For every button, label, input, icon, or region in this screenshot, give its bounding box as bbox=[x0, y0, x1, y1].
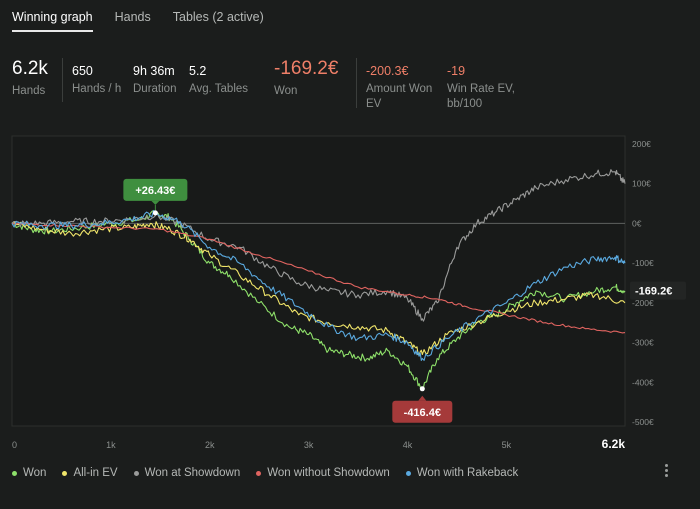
legend-item-won-at-showdown[interactable]: Won at Showdown bbox=[133, 467, 241, 479]
stat-amount-won-ev-value: -200.3€ bbox=[366, 64, 409, 78]
legend-label: Won without Showdown bbox=[267, 467, 390, 479]
chart-annotations: +26.43€ -416.4€ -169.2€ bbox=[123, 178, 686, 423]
stat-duration: 9h 36m Duration bbox=[133, 64, 176, 97]
legend-label: Won with Rakeback bbox=[416, 467, 519, 479]
x-tick-label: 4k bbox=[403, 440, 413, 450]
legend-dot bbox=[405, 470, 411, 476]
stat-avg-tables-label: Avg. Tables bbox=[189, 83, 249, 95]
series-line-rakeback bbox=[11, 209, 626, 361]
stat-hands-per-hour-value: 650 bbox=[72, 64, 93, 78]
y-tick-label: 100€ bbox=[632, 179, 651, 189]
stat-win-rate-ev-label: Win Rate EV, bb/100 bbox=[447, 82, 515, 112]
low-point bbox=[419, 386, 425, 392]
low-pointer bbox=[418, 395, 427, 401]
label-line: EV bbox=[366, 98, 382, 110]
y-tick-label: 200€ bbox=[632, 139, 651, 149]
peak-pointer bbox=[151, 200, 160, 205]
stat-hands-label: Hands bbox=[12, 85, 46, 97]
divider bbox=[62, 58, 63, 102]
peak-label-bg bbox=[123, 178, 188, 201]
x-tick-label: 1k bbox=[106, 440, 116, 450]
divider bbox=[356, 58, 357, 108]
legend-dot bbox=[256, 470, 262, 476]
final-label-bg bbox=[630, 281, 686, 300]
stat-won: -169.2€ Won bbox=[274, 58, 338, 99]
legend-dot bbox=[133, 470, 139, 476]
legend-label: All-in EV bbox=[73, 467, 118, 479]
series-line-noshowdown bbox=[11, 222, 626, 334]
tab-hands[interactable]: Hands bbox=[114, 10, 151, 24]
stat-amount-won-ev-label: Amount Won EV bbox=[366, 82, 432, 112]
x-axis: 0 1k 2k 3k 4k 5k 6.2k bbox=[12, 437, 625, 451]
y-tick-label: -300€ bbox=[632, 338, 654, 348]
winning-graph-chart[interactable]: 200€ 100€ 0€ -100€ -200€ -300€ -400€ -500€ 0 1k 2… bbox=[0, 130, 700, 455]
y-axis: 200€ 100€ 0€ -100€ -200€ -300€ -400€ -500€ bbox=[632, 139, 654, 427]
y-tick-label: 0€ bbox=[632, 218, 642, 228]
peak-point bbox=[152, 210, 158, 216]
y-tick-label: -400€ bbox=[632, 377, 654, 387]
series-line-allin bbox=[11, 221, 626, 356]
tab-bar: Winning graph Hands Tables (2 active) bbox=[12, 6, 264, 32]
x-tick-label: 3k bbox=[304, 440, 314, 450]
stat-hands-per-hour: 650 Hands / h bbox=[72, 64, 121, 97]
stat-won-value: -169.2€ bbox=[274, 58, 339, 79]
stat-win-rate-ev-value: -19 bbox=[447, 64, 466, 78]
legend-item-won[interactable]: Won bbox=[12, 467, 46, 479]
stat-duration-value: 9h 36m bbox=[133, 64, 175, 78]
y-tick-label: -200€ bbox=[632, 298, 654, 308]
chart-series bbox=[11, 169, 626, 390]
y-tick-label: -500€ bbox=[632, 417, 654, 427]
chart-plot-area bbox=[11, 135, 626, 427]
label-line: Amount Won bbox=[366, 83, 433, 95]
stat-hands: 6.2k Hands bbox=[12, 58, 48, 99]
stat-hands-per-hour-label: Hands / h bbox=[72, 83, 122, 95]
label-line: bb/100 bbox=[447, 98, 483, 110]
tab-tables[interactable]: Tables (2 active) bbox=[172, 10, 264, 24]
final-value-label: -169.2€ bbox=[635, 286, 672, 298]
legend-item-won-with-rakeback[interactable]: Won with Rakeback bbox=[405, 467, 519, 479]
peak-label: +26.43€ bbox=[135, 185, 175, 197]
legend-item-won-without-showdown[interactable]: Won without Showdown bbox=[256, 467, 390, 479]
stat-win-rate-ev: -19 Win Rate EV, bb/100 bbox=[447, 64, 515, 112]
legend-item-allin-ev[interactable]: All-in EV bbox=[62, 467, 118, 479]
x-tick-label: 0 bbox=[12, 440, 17, 450]
label-line: Win Rate EV, bbox=[447, 83, 515, 95]
chart-legend: Won All-in EV Won at Showdown Won withou… bbox=[12, 467, 534, 479]
legend-dot bbox=[62, 470, 68, 476]
legend-label: Won bbox=[23, 467, 47, 479]
stat-hands-value: 6.2k bbox=[12, 58, 48, 79]
stat-avg-tables-value: 5.2 bbox=[189, 64, 207, 78]
stat-won-label: Won bbox=[274, 85, 298, 97]
legend-dot bbox=[12, 470, 17, 476]
stat-duration-label: Duration bbox=[133, 83, 177, 95]
x-tick-label: 5k bbox=[502, 440, 512, 450]
x-tick-label: 6.2k bbox=[602, 437, 626, 451]
x-tick-label: 2k bbox=[205, 440, 215, 450]
stat-amount-won-ev: -200.3€ Amount Won EV bbox=[366, 64, 432, 112]
tab-winning-graph[interactable]: Winning graph bbox=[12, 6, 93, 32]
y-tick-label: -100€ bbox=[632, 258, 654, 268]
kebab-menu-icon[interactable] bbox=[660, 462, 672, 482]
stat-avg-tables: 5.2 Avg. Tables bbox=[189, 64, 248, 97]
low-label: -416.4€ bbox=[404, 407, 441, 419]
legend-label: Won at Showdown bbox=[144, 467, 241, 479]
low-label-bg bbox=[392, 400, 453, 423]
